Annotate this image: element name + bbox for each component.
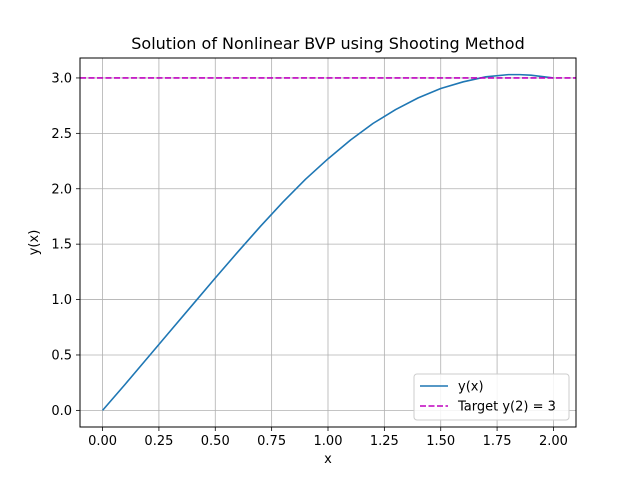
x-tick-label: 1.25 bbox=[370, 434, 399, 449]
x-tick-label: 0.50 bbox=[201, 434, 230, 449]
x-tick-label: 1.75 bbox=[483, 434, 512, 449]
x-tick-label: 1.00 bbox=[314, 434, 343, 449]
x-tick-label: 0.00 bbox=[88, 434, 117, 449]
y-tick-label: 1.0 bbox=[51, 293, 72, 308]
plot-area bbox=[80, 73, 576, 411]
legend-label: y(x) bbox=[458, 380, 484, 395]
x-tick-label: 1.50 bbox=[426, 434, 455, 449]
chart-title: Solution of Nonlinear BVP using Shooting… bbox=[131, 34, 524, 53]
x-tick-label: 2.00 bbox=[539, 434, 568, 449]
y-tick-label: 3.0 bbox=[51, 71, 72, 86]
y-axis: 0.0 0.5 1.0 1.5 2.0 2.5 3.0 bbox=[51, 71, 80, 419]
legend-box bbox=[413, 373, 570, 421]
y-tick-label: 2.5 bbox=[51, 127, 72, 142]
x-tick-label: 0.75 bbox=[257, 434, 286, 449]
y-tick-label: 2.0 bbox=[51, 182, 72, 197]
y-tick-label: 0.5 bbox=[51, 348, 72, 363]
y-tick-label: 0.0 bbox=[51, 404, 72, 419]
series-line-y bbox=[101, 73, 554, 411]
y-tick-label: 1.5 bbox=[51, 238, 72, 253]
legend: y(x) Target y(2) = 3 bbox=[413, 373, 570, 421]
y-axis-label: y(x) bbox=[27, 230, 42, 256]
x-tick-label: 0.25 bbox=[144, 434, 173, 449]
x-axis-label: x bbox=[324, 452, 332, 467]
x-axis: 0.00 0.25 0.50 0.75 1.00 1.25 1.50 1.75 2.00 bbox=[88, 427, 568, 449]
legend-label: Target y(2) = 3 bbox=[457, 400, 556, 415]
